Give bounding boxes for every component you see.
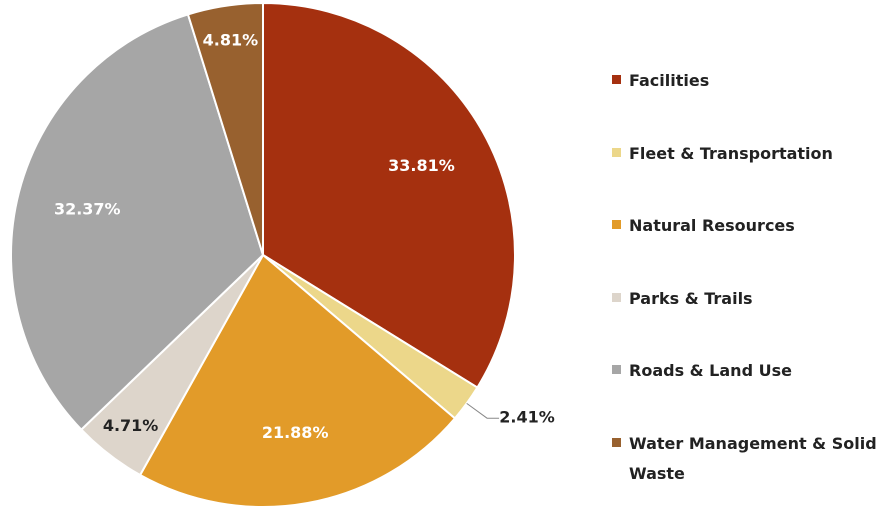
legend-item: Facilities — [612, 62, 884, 135]
pie-slice — [138, 253, 457, 508]
data-label: 33.81% — [388, 156, 455, 175]
legend-label: Roads & Land Use — [629, 361, 792, 380]
legend-item: Natural Resources — [612, 207, 884, 280]
data-label: 4.81% — [203, 30, 259, 49]
legend-item: Roads & Land Use — [612, 352, 884, 425]
legend-item: Fleet & Transportation — [612, 135, 884, 208]
data-label: 32.37% — [54, 199, 121, 218]
legend-swatch — [612, 437, 621, 447]
data-label: 21.88% — [262, 423, 329, 442]
pie-slice — [262, 1, 516, 389]
data-label: 2.41% — [499, 408, 555, 427]
pie-slice — [10, 13, 265, 432]
legend-label: Water Management & Solid Waste — [629, 433, 877, 483]
legend-label: Fleet & Transportation — [629, 143, 833, 163]
legend-swatch — [612, 292, 621, 302]
legend-item: Parks & Trails — [612, 280, 884, 353]
legend: Facilities Fleet & Transportation Natural … — [612, 62, 884, 497]
legend-label: Parks & Trails — [629, 288, 753, 308]
legend-swatch — [612, 365, 621, 374]
legend-swatch — [612, 75, 621, 84]
pie-slice — [186, 1, 264, 256]
legend-label: Facilities — [629, 71, 710, 90]
legend-item: Water Management & Solid Waste — [612, 425, 884, 498]
data-label: 4.71% — [103, 416, 159, 435]
leader-line — [466, 402, 500, 419]
legend-swatch — [612, 220, 621, 229]
legend-swatch — [612, 147, 621, 157]
legend-label: Natural Resources — [629, 216, 795, 235]
